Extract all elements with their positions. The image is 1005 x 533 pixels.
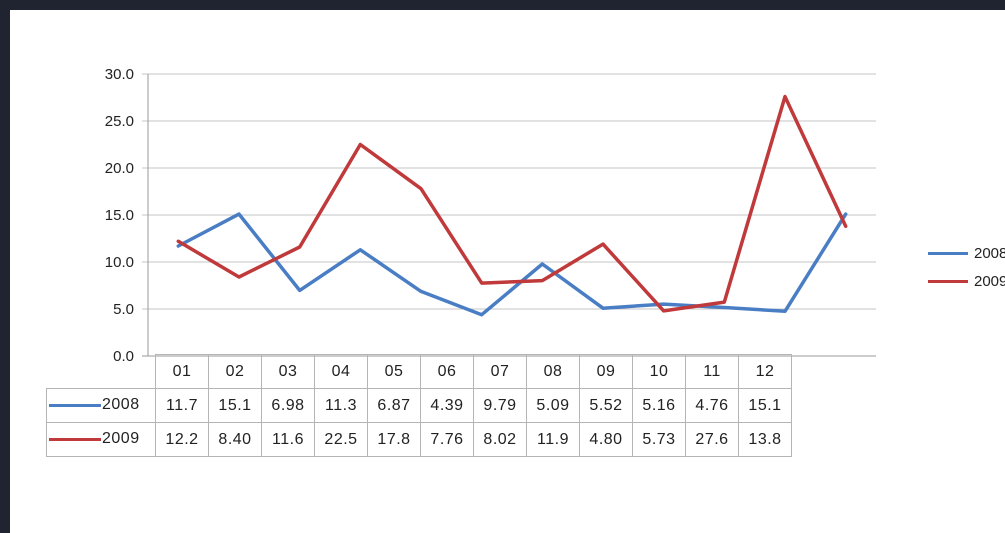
table-cell: 5.16 — [632, 388, 686, 423]
month-header: 11 — [685, 354, 739, 389]
series-name: 2008 — [102, 396, 140, 414]
table-cell: 7.76 — [420, 422, 474, 457]
month-header: 12 — [738, 354, 792, 389]
y-tick-label: 25.0 — [105, 113, 134, 130]
table-cell: 11.7 — [155, 388, 209, 423]
month-header: 05 — [367, 354, 421, 389]
legend-item-2008: 2008 — [928, 244, 1005, 262]
table-cell: 8.02 — [473, 422, 527, 457]
legend-swatch — [928, 280, 968, 283]
table-cell: 15.1 — [738, 388, 792, 423]
legend: 2008 2009 — [928, 244, 1005, 314]
month-header: 07 — [473, 354, 527, 389]
y-tick-label: 20.0 — [105, 160, 134, 177]
table-cell: 9.79 — [473, 388, 527, 423]
table-corner-cell — [46, 354, 156, 389]
month-header: 10 — [632, 354, 686, 389]
legend-label: 2008 — [974, 245, 1005, 262]
table-row-2009: 2009 12.2 8.40 11.6 22.5 17.8 7.76 8.02 … — [46, 422, 792, 457]
series-name: 2009 — [102, 430, 140, 448]
table-cell: 4.80 — [579, 422, 633, 457]
table-cell: 6.87 — [367, 388, 421, 423]
chart-plot: 0.05.010.015.020.025.030.0 — [105, 66, 876, 365]
table-cell: 11.3 — [314, 388, 368, 423]
table-cell: 8.40 — [208, 422, 262, 457]
y-tick-label: 5.0 — [113, 301, 134, 318]
legend-swatch — [928, 252, 968, 255]
y-tick-label: 10.0 — [105, 254, 134, 271]
table-header-row: 01 02 03 04 05 06 07 08 09 10 11 12 — [46, 354, 792, 389]
chart-frame: 0.0 5.0 10.0 15.0 20.0 25.0 30.0 01 02 03 04 0… — [10, 10, 1005, 533]
table-row-2008: 2008 11.7 15.1 6.98 11.3 6.87 4.39 9.79 … — [46, 388, 792, 423]
month-header: 06 — [420, 354, 474, 389]
y-tick-label: 15.0 — [105, 207, 134, 224]
table-cell: 5.52 — [579, 388, 633, 423]
month-header: 01 — [155, 354, 209, 389]
series-line-2009 — [176, 94, 848, 313]
table-cell: 4.39 — [420, 388, 474, 423]
legend-label: 2009 — [974, 273, 1005, 290]
table-cell: 11.6 — [261, 422, 315, 457]
month-header: 02 — [208, 354, 262, 389]
table-cell: 4.76 — [685, 388, 739, 423]
table-cell: 6.98 — [261, 388, 315, 423]
table-cell: 11.9 — [526, 422, 580, 457]
table-cell: 15.1 — [208, 388, 262, 423]
series-label-cell: 2008 — [46, 388, 156, 423]
month-header: 03 — [261, 354, 315, 389]
data-table: 01 02 03 04 05 06 07 08 09 10 11 12 2008… — [46, 354, 792, 457]
table-cell: 13.8 — [738, 422, 792, 457]
series-key-line — [49, 403, 101, 407]
table-cell: 27.6 — [685, 422, 739, 457]
month-header: 08 — [526, 354, 580, 389]
table-cell: 22.5 — [314, 422, 368, 457]
table-cell: 5.73 — [632, 422, 686, 457]
month-header: 04 — [314, 354, 368, 389]
series-line-2008 — [176, 212, 848, 317]
table-cell: 5.09 — [526, 388, 580, 423]
legend-item-2009: 2009 — [928, 272, 1005, 290]
series-key-line — [49, 437, 101, 441]
series-label-cell: 2009 — [46, 422, 156, 457]
table-cell: 12.2 — [155, 422, 209, 457]
table-cell: 17.8 — [367, 422, 421, 457]
y-tick-label: 30.0 — [105, 66, 134, 83]
month-header: 09 — [579, 354, 633, 389]
